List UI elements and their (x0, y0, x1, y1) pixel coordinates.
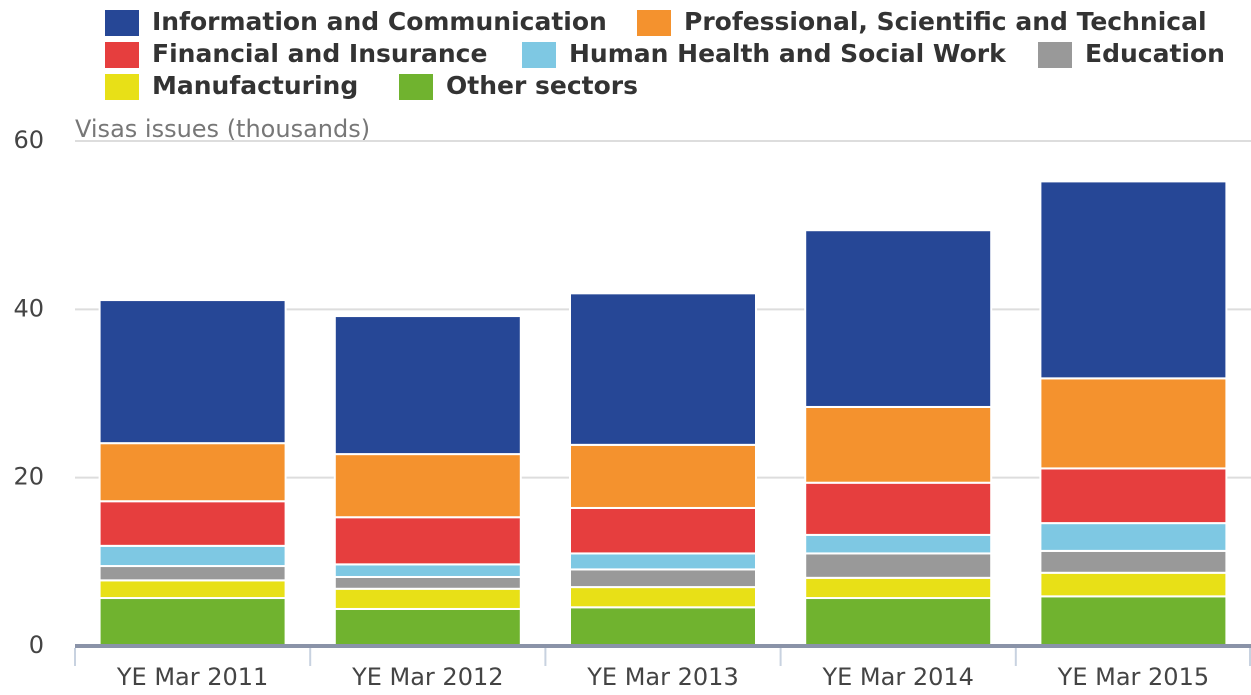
bar-segment (569, 552, 757, 571)
x-tick-label: YE Mar 2013 (586, 663, 738, 691)
bar-segment (98, 442, 287, 503)
bar-segment (98, 299, 287, 445)
bar-segment (1039, 571, 1228, 598)
bar-segment (333, 563, 522, 578)
bar-segment (98, 500, 287, 547)
bar-segment (98, 565, 287, 582)
legend-label: Information and Communication (152, 7, 607, 36)
bar-segment (1039, 549, 1228, 574)
bar-segment (333, 607, 522, 648)
legend-swatch (399, 74, 433, 100)
bar-segment (98, 579, 287, 600)
bar-segment (569, 606, 757, 647)
bar-segment (804, 576, 993, 600)
bar-segment (1039, 467, 1228, 525)
bar-segment (1039, 377, 1228, 470)
legend-label: Other sectors (446, 71, 638, 100)
legend-label: Education (1085, 39, 1225, 68)
bar-segment (804, 229, 993, 408)
bar-segment (569, 292, 757, 446)
bar-segment (569, 443, 757, 509)
bar-segment (333, 453, 522, 519)
x-tick-label: YE Mar 2015 (1057, 663, 1209, 691)
y-tick-label: 60 (13, 126, 44, 154)
bar-segment (804, 405, 993, 484)
legend-label: Professional, Scientific and Technical (684, 7, 1207, 36)
legend-swatch (105, 10, 139, 36)
bar-segment (569, 568, 757, 589)
legend-swatch (1038, 42, 1072, 68)
y-tick-label: 40 (13, 294, 44, 322)
x-tick-label: YE Mar 2011 (116, 663, 268, 691)
y-tick-label: 0 (29, 631, 44, 659)
bar-segment (569, 506, 757, 555)
legend-label: Manufacturing (152, 71, 358, 100)
bar-segment (98, 544, 287, 568)
legend-swatch (105, 42, 139, 68)
legend-label: Human Health and Social Work (569, 39, 1007, 68)
y-axis-title: Visas issues (thousands) (75, 115, 370, 143)
legend-swatch (637, 10, 671, 36)
legend-swatch (522, 42, 556, 68)
bar-segment (333, 315, 522, 456)
bar-segment (1039, 522, 1228, 552)
legend-swatch (105, 74, 139, 100)
y-tick-label: 20 (13, 463, 44, 491)
bar-segment (98, 597, 287, 648)
x-tick-label: YE Mar 2014 (821, 663, 973, 691)
bar-segment (804, 481, 993, 536)
bar-segment (333, 587, 522, 610)
bar-segment (804, 597, 993, 648)
bar-segment (333, 575, 522, 590)
bar-segment (804, 552, 993, 579)
bar-segment (1039, 595, 1228, 648)
legend-label: Financial and Insurance (152, 39, 487, 68)
bar-segment (1039, 180, 1228, 380)
bar-segment (804, 533, 993, 555)
bar-segment (569, 586, 757, 609)
bar-segment (333, 516, 522, 566)
x-tick-label: YE Mar 2012 (351, 663, 503, 691)
